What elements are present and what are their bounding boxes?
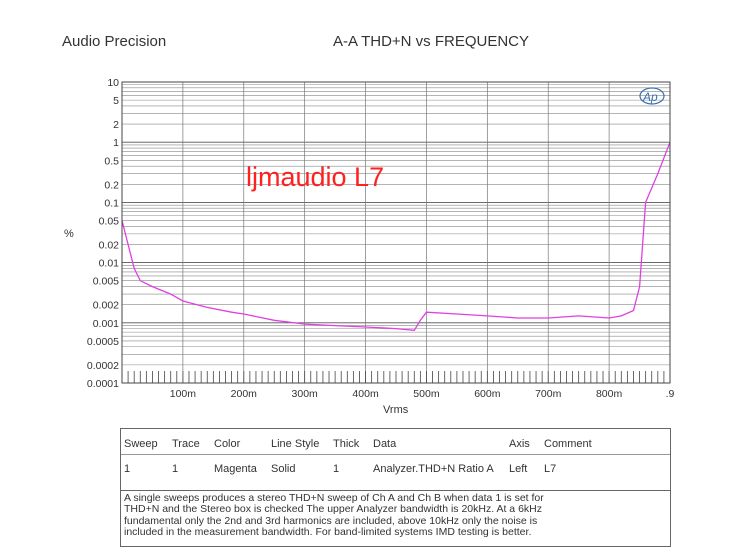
x-tick-label: 100m bbox=[170, 388, 197, 400]
col-comment: Comment bbox=[544, 438, 592, 450]
cell-color: Magenta bbox=[214, 463, 257, 475]
legend-divider bbox=[121, 454, 670, 455]
x-tick-label: .9 bbox=[666, 388, 675, 400]
watermark-text: ljmaudio L7 bbox=[246, 162, 384, 192]
y-tick-label: 0.05 bbox=[99, 216, 120, 228]
y-tick-label: 1 bbox=[113, 137, 119, 149]
brand-label: Audio Precision bbox=[62, 33, 167, 50]
col-trace: Trace bbox=[172, 438, 200, 450]
y-tick-labels: 10 5 2 1 0.5 0.2 0.1 0.05 0.02 0.01 0.005 0.002 0.00… bbox=[87, 77, 119, 390]
x-tick-label: 600m bbox=[474, 388, 501, 400]
col-axis: Axis bbox=[509, 438, 530, 450]
series-line bbox=[121, 141, 671, 331]
x-tick-label: 400m bbox=[352, 388, 379, 400]
ap-logo-icon: Ap bbox=[639, 87, 665, 105]
series-group bbox=[121, 141, 671, 331]
y-tick-label: 0.5 bbox=[104, 155, 119, 167]
y-tick-label: 0.005 bbox=[93, 276, 119, 288]
grid bbox=[122, 82, 671, 384]
notes-text: A single sweeps produces a stereo THD+N … bbox=[124, 492, 666, 539]
note-line: THD+N and the Stereo box is checked The … bbox=[124, 503, 542, 516]
x-tick-label: 300m bbox=[292, 388, 319, 400]
cell-trace: 1 bbox=[172, 463, 179, 475]
y-tick-label: 0.0001 bbox=[87, 378, 119, 390]
legend-data-row: 1 1 Magenta Solid 1 Analyzer.THD+N Ratio… bbox=[121, 458, 670, 478]
y-tick-label: 0.1 bbox=[104, 197, 119, 209]
legend-header-row: Sweep Trace Color Line Style Thick Data … bbox=[121, 433, 670, 453]
chart-title: A-A THD+N vs FREQUENCY bbox=[333, 33, 530, 50]
cell-axis: Left bbox=[509, 463, 528, 475]
ap-logo-text: Ap bbox=[642, 90, 658, 104]
y-tick-label: 0.002 bbox=[93, 300, 119, 312]
y-tick-label: 0.0005 bbox=[87, 336, 119, 348]
note-line: fundamental only the 2nd and 3rd harmoni… bbox=[124, 514, 538, 527]
y-tick-label: 0.001 bbox=[93, 318, 119, 330]
y-tick-label: 0.02 bbox=[99, 239, 120, 251]
x-minor-ticks bbox=[127, 371, 665, 383]
cell-thick: 1 bbox=[333, 463, 340, 475]
thd-chart: 10 5 2 1 0.5 0.2 0.1 0.05 0.02 0.01 0.005 0.002 0.00… bbox=[87, 77, 675, 400]
col-data: Data bbox=[373, 438, 397, 450]
y-tick-label: 2 bbox=[113, 119, 119, 131]
cell-line-style: Solid bbox=[271, 463, 296, 475]
x-tick-labels: 100m 200m 300m 400m 500m 600m 700m 800m .9 bbox=[170, 388, 675, 400]
note-line: A single sweeps produces a stereo THD+N … bbox=[124, 492, 544, 504]
y-tick-label: 0.0002 bbox=[87, 360, 119, 372]
cell-comment: L7 bbox=[544, 463, 557, 475]
x-tick-label: 800m bbox=[596, 388, 623, 400]
y-tick-label: 10 bbox=[107, 77, 119, 89]
x-tick-label: 200m bbox=[231, 388, 258, 400]
y-tick-label: 0.01 bbox=[99, 258, 120, 270]
x-tick-label: 500m bbox=[413, 388, 440, 400]
col-thick: Thick bbox=[333, 438, 360, 450]
y-axis-label: % bbox=[64, 228, 74, 240]
col-sweep: Sweep bbox=[124, 438, 158, 450]
y-tick-label: 0.2 bbox=[104, 179, 119, 191]
cell-data: Analyzer.THD+N Ratio A bbox=[373, 463, 494, 475]
x-axis-label: Vrms bbox=[383, 404, 409, 416]
note-line: included in the measurement bandwidth. F… bbox=[124, 526, 532, 539]
legend-table: Sweep Trace Color Line Style Thick Data … bbox=[120, 428, 671, 547]
col-line-style: Line Style bbox=[271, 438, 320, 450]
plot-frame bbox=[121, 81, 671, 384]
y-tick-label: 5 bbox=[113, 95, 119, 107]
x-tick-label: 700m bbox=[535, 388, 562, 400]
cell-sweep: 1 bbox=[124, 463, 131, 475]
col-color: Color bbox=[214, 438, 241, 450]
legend-notes-divider bbox=[121, 490, 670, 491]
